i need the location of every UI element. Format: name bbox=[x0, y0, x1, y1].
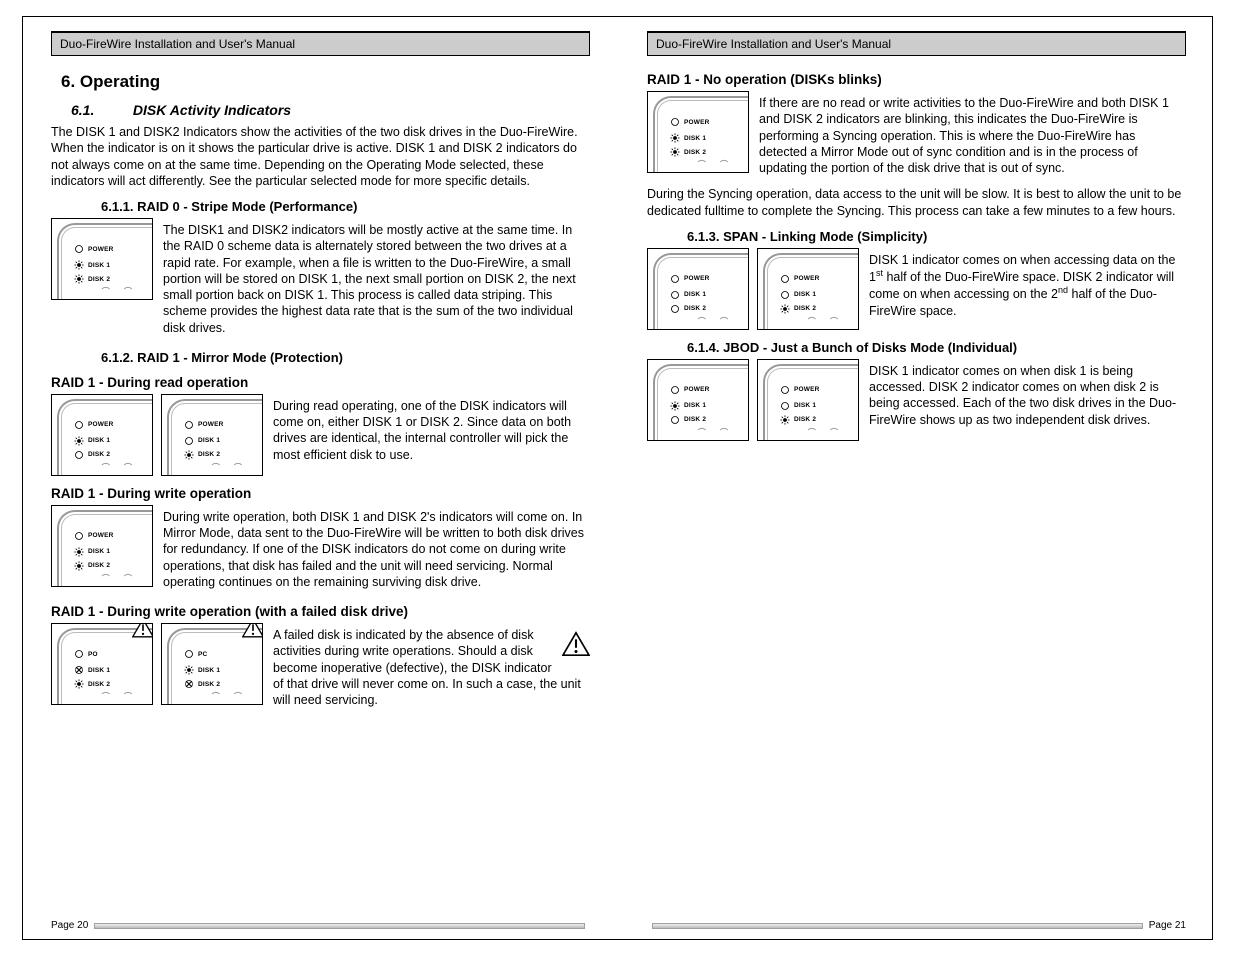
raid1-noop-text2: During the Syncing operation, data acces… bbox=[647, 186, 1186, 219]
intro-paragraph: The DISK 1 and DISK2 Indicators show the… bbox=[51, 124, 590, 189]
disk2-label: DISK 2 bbox=[88, 276, 110, 283]
raid1-write-text: During write operation, both DISK 1 and … bbox=[163, 509, 590, 590]
raid1-fail-heading: RAID 1 - During write operation (with a … bbox=[51, 604, 590, 619]
disk2-label: DISK 2 bbox=[794, 416, 816, 423]
footer-left: Page 20 bbox=[51, 920, 591, 931]
power-label: POWER bbox=[198, 421, 224, 428]
subsection-6-1-4: 6.1.4. JBOD - Just a Bunch of Disks Mode… bbox=[687, 340, 1186, 355]
disk2-label: DISK 2 bbox=[198, 451, 220, 458]
disk1-label: DISK 1 bbox=[88, 262, 110, 269]
raid0-block: POWER DISK 1○ DISK 2○ ⌒ ⌒ The DISK1 and … bbox=[51, 218, 590, 340]
span-block: POWER DISK 1○ DISK 2○ ⌒ ⌒ POWER DISK 1○ … bbox=[647, 248, 1186, 330]
disk2-label: DISK 2 bbox=[684, 305, 706, 312]
span-text: DISK 1 indicator comes on when accessing… bbox=[869, 252, 1186, 319]
power-label: POWER bbox=[684, 119, 710, 126]
warning-icon bbox=[562, 631, 590, 661]
raid1-fail-text: A failed disk is indicated by the absenc… bbox=[273, 627, 590, 708]
power-label: POWER bbox=[684, 275, 710, 282]
page-border: Duo-FireWire Installation and User's Man… bbox=[22, 16, 1213, 940]
disk1-label: DISK 1 bbox=[198, 437, 220, 444]
raid1-noop-text1: If there are no read or write activities… bbox=[759, 95, 1186, 176]
subsection-6-1-2: 6.1.2. RAID 1 - Mirror Mode (Protection) bbox=[101, 350, 590, 365]
power-label: POWER bbox=[794, 275, 820, 282]
chapter-title: 6. Operating bbox=[61, 72, 590, 92]
led-panel-read-a: POWER DISK 1○ DISK 2○ ⌒ ⌒ bbox=[51, 394, 153, 476]
footer-rule bbox=[652, 923, 1143, 929]
disk1-label: DISK 1 bbox=[198, 667, 220, 674]
section-6-1: 6.1. DISK Activity Indicators bbox=[71, 102, 590, 118]
disk2-label: DISK 2 bbox=[198, 681, 220, 688]
warning-icon bbox=[132, 623, 153, 638]
disk1-label: DISK 1 bbox=[794, 291, 816, 298]
power-label: PC bbox=[198, 651, 207, 658]
led-panel-span-b: POWER DISK 1○ DISK 2○ ⌒ ⌒ bbox=[757, 248, 859, 330]
footer-rule bbox=[94, 923, 585, 929]
warning-icon bbox=[242, 623, 263, 638]
raid1-write-block: POWER DISK 1○ DISK 2○ ⌒ ⌒ During write o… bbox=[51, 505, 590, 594]
disk2-label: DISK 2 bbox=[88, 451, 110, 458]
power-label: POWER bbox=[684, 386, 710, 393]
power-label: POWER bbox=[88, 421, 114, 428]
power-label: POWER bbox=[794, 386, 820, 393]
right-page: Duo-FireWire Installation and User's Man… bbox=[619, 17, 1214, 937]
raid1-noop-heading: RAID 1 - No operation (DISKs blinks) bbox=[647, 72, 1186, 87]
disk2-label: DISK 2 bbox=[684, 149, 706, 156]
raid1-read-text: During read operating, one of the DISK i… bbox=[273, 398, 590, 463]
led-panel-raid0: POWER DISK 1○ DISK 2○ ⌒ ⌒ bbox=[51, 218, 153, 300]
raid1-noop-block: POWER DISK 1○ DISK 2○ ⌒ ⌒ If there are n… bbox=[647, 91, 1186, 180]
power-label: POWER bbox=[88, 532, 114, 539]
subsection-6-1-3: 6.1.3. SPAN - Linking Mode (Simplicity) bbox=[687, 229, 1186, 244]
disk1-label: DISK 1 bbox=[684, 402, 706, 409]
raid1-fail-block: PO DISK 1○ DISK 2○ ⌒ ⌒ PC DISK 1○ DISK 2… bbox=[51, 623, 590, 712]
disk2-label: DISK 2 bbox=[684, 416, 706, 423]
header-bar-right: Duo-FireWire Installation and User's Man… bbox=[647, 31, 1186, 56]
disk1-label: DISK 1 bbox=[88, 667, 110, 674]
subsection-6-1-1: 6.1.1. RAID 0 - Stripe Mode (Performance… bbox=[101, 199, 590, 214]
section-title: DISK Activity Indicators bbox=[133, 102, 291, 118]
page-number-left: Page 20 bbox=[51, 920, 88, 931]
footer-right: Page 21 bbox=[646, 920, 1186, 931]
power-label: PO bbox=[88, 651, 98, 658]
power-label: POWER bbox=[88, 246, 114, 253]
raid0-text: The DISK1 and DISK2 indicators will be m… bbox=[163, 222, 590, 336]
header-bar-left: Duo-FireWire Installation and User's Man… bbox=[51, 31, 590, 56]
disk1-label: DISK 1 bbox=[88, 548, 110, 555]
led-panel-jbod-a: POWER DISK 1○ DISK 2○ ⌒ ⌒ bbox=[647, 359, 749, 441]
disk2-label: DISK 2 bbox=[794, 305, 816, 312]
disk1-label: DISK 1 bbox=[684, 291, 706, 298]
led-panel-noop: POWER DISK 1○ DISK 2○ ⌒ ⌒ bbox=[647, 91, 749, 173]
left-page: Duo-FireWire Installation and User's Man… bbox=[23, 17, 618, 937]
led-panel-jbod-b: POWER DISK 1○ DISK 2○ ⌒ ⌒ bbox=[757, 359, 859, 441]
jbod-block: POWER DISK 1○ DISK 2○ ⌒ ⌒ POWER DISK 1○ … bbox=[647, 359, 1186, 441]
jbod-text: DISK 1 indicator comes on when disk 1 is… bbox=[869, 363, 1186, 428]
led-panel-fail-b: PC DISK 1○ DISK 2○ ⌒ ⌒ bbox=[161, 623, 263, 705]
led-panel-read-b: POWER DISK 1○ DISK 2○ ⌒ ⌒ bbox=[161, 394, 263, 476]
raid1-write-heading: RAID 1 - During write operation bbox=[51, 486, 590, 501]
led-panel-span-a: POWER DISK 1○ DISK 2○ ⌒ ⌒ bbox=[647, 248, 749, 330]
page-number-right: Page 21 bbox=[1149, 920, 1186, 931]
raid1-read-heading: RAID 1 - During read operation bbox=[51, 375, 590, 390]
led-panel-write: POWER DISK 1○ DISK 2○ ⌒ ⌒ bbox=[51, 505, 153, 587]
disk1-label: DISK 1 bbox=[88, 437, 110, 444]
disk2-label: DISK 2 bbox=[88, 681, 110, 688]
disk1-label: DISK 1 bbox=[684, 135, 706, 142]
section-number: 6.1. bbox=[71, 102, 129, 118]
led-panel-fail-a: PO DISK 1○ DISK 2○ ⌒ ⌒ bbox=[51, 623, 153, 705]
raid1-read-block: POWER DISK 1○ DISK 2○ ⌒ ⌒ POWER DISK 1○ … bbox=[51, 394, 590, 476]
raid1-fail-text-content: A failed disk is indicated by the absenc… bbox=[273, 628, 581, 707]
disk2-label: DISK 2 bbox=[88, 562, 110, 569]
disk1-label: DISK 1 bbox=[794, 402, 816, 409]
